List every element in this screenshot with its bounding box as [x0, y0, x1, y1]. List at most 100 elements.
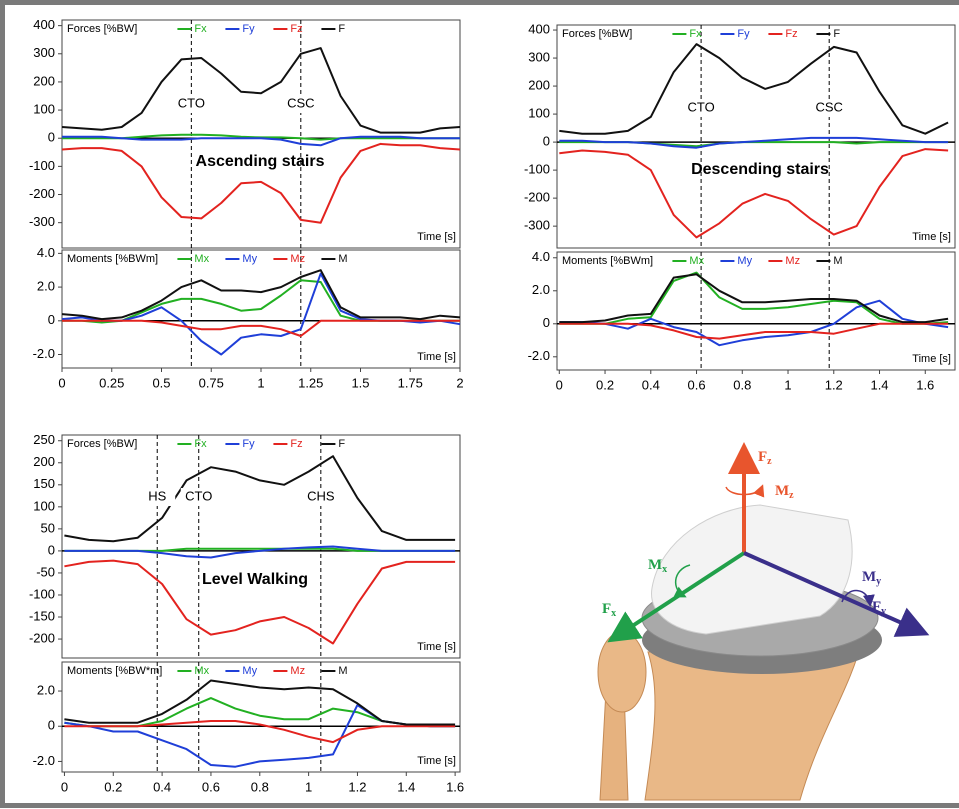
- y-tick-label: 200: [33, 454, 55, 469]
- y-tick-label: 2.0: [532, 282, 550, 297]
- force-label: Fx: [602, 601, 616, 619]
- y-tick-label: 2.0: [37, 682, 55, 697]
- y-tick-label: 300: [33, 45, 55, 60]
- legend-label: Mz: [290, 665, 305, 677]
- x-tick-label: 0.6: [687, 377, 705, 392]
- x-tick-label: 0.8: [251, 779, 269, 794]
- y-tick-label: 200: [33, 73, 55, 88]
- chart: FzMzMxFxMyFy 4003002001000-100-200-300CT…: [0, 0, 959, 809]
- x-tick-label: 1.75: [398, 375, 423, 390]
- knee-illustration: FzMzMxFxMyFy: [598, 449, 922, 800]
- x-tick-label: 0.2: [104, 779, 122, 794]
- label-main: M: [862, 569, 876, 585]
- x-tick-label: 0.5: [152, 375, 170, 390]
- x-axis-label: Time [s]: [912, 231, 951, 243]
- axis-title: Forces [%BW]: [562, 28, 632, 40]
- y-tick-label: -150: [29, 608, 55, 623]
- annotation: Ascending stairs: [196, 153, 325, 170]
- label-sub: x: [611, 608, 616, 619]
- y-tick-label: 100: [528, 106, 550, 121]
- label-main: F: [872, 599, 881, 615]
- y-tick-label: 0: [48, 130, 55, 145]
- axis-title: Forces [%BW]: [67, 23, 137, 35]
- legend-label: My: [242, 253, 257, 265]
- label-sub: y: [881, 606, 886, 617]
- x-tick-label: 1.25: [298, 375, 323, 390]
- y-tick-label: -200: [29, 186, 55, 201]
- force-label: Mz: [775, 483, 794, 501]
- annotation: Level Walking: [202, 571, 308, 588]
- label-sub: z: [767, 456, 772, 467]
- x-tick-label: 0: [61, 779, 68, 794]
- y-tick-label: -300: [29, 214, 55, 229]
- legend-label: Fz: [290, 438, 302, 450]
- y-tick-label: 4.0: [532, 249, 550, 264]
- x-tick-label: 1.6: [446, 779, 464, 794]
- x-tick-label: 1: [784, 377, 791, 392]
- legend-label: Mz: [785, 255, 800, 267]
- y-tick-label: 50: [41, 520, 55, 535]
- label-sub: z: [789, 490, 794, 501]
- y-tick-label: -2.0: [33, 753, 55, 768]
- axis-title: Moments [%BW*m]: [67, 665, 162, 677]
- y-tick-label: -2.0: [33, 346, 55, 361]
- y-tick-label: 0: [543, 315, 550, 330]
- x-tick-label: 0.2: [596, 377, 614, 392]
- label-main: F: [758, 449, 767, 465]
- legend-label: Fy: [242, 23, 255, 35]
- x-tick-label: 0.8: [733, 377, 751, 392]
- y-tick-label: -200: [29, 630, 55, 645]
- plot-frame: [557, 252, 955, 370]
- legend-label: Mx: [194, 665, 209, 677]
- y-tick-label: -2.0: [528, 348, 550, 363]
- x-axis-label: Time [s]: [417, 755, 456, 767]
- y-tick-label: 0: [48, 312, 55, 327]
- y-tick-label: 0: [48, 542, 55, 557]
- y-tick-label: 250: [33, 432, 55, 447]
- y-tick-label: -50: [36, 564, 55, 579]
- label-sub: x: [662, 564, 667, 575]
- legend-label: F: [833, 28, 840, 40]
- y-tick-label: 400: [33, 17, 55, 32]
- legend-label: Fz: [290, 23, 302, 35]
- y-tick-label: -100: [524, 162, 550, 177]
- label-main: M: [648, 557, 662, 573]
- y-tick-label: -100: [29, 158, 55, 173]
- label-main: M: [775, 483, 789, 499]
- axis-title: Forces [%BW]: [67, 438, 137, 450]
- plot-frame: [62, 662, 460, 772]
- legend-label: My: [737, 255, 752, 267]
- plot-frame: [557, 25, 955, 248]
- figure: FzMzMxFxMyFy 4003002001000-100-200-300CT…: [0, 0, 959, 809]
- x-tick-label: 1.4: [870, 377, 888, 392]
- x-tick-label: 2: [456, 375, 463, 390]
- legend-label: Fy: [737, 28, 750, 40]
- x-tick-label: 0.4: [642, 377, 660, 392]
- x-tick-label: 0.25: [99, 375, 124, 390]
- y-tick-label: 100: [33, 102, 55, 117]
- y-tick-label: 0: [543, 134, 550, 149]
- event-label: CTO: [687, 99, 714, 114]
- x-tick-label: 0.4: [153, 779, 171, 794]
- x-tick-label: 1.6: [916, 377, 934, 392]
- x-tick-label: 0: [556, 377, 563, 392]
- axis-title: Moments [%BWm]: [562, 255, 653, 267]
- x-axis-label: Time [s]: [417, 231, 456, 243]
- x-tick-label: 1.2: [825, 377, 843, 392]
- y-tick-label: 100: [33, 498, 55, 513]
- force-label: Fz: [758, 449, 772, 467]
- y-tick-label: -200: [524, 190, 550, 205]
- y-tick-label: 300: [528, 49, 550, 64]
- event-label: CHS: [307, 488, 335, 503]
- label-main: F: [602, 601, 611, 617]
- legend-label: Fx: [689, 28, 702, 40]
- legend-label: F: [338, 23, 345, 35]
- event-label: CTO: [185, 488, 212, 503]
- y-tick-label: 150: [33, 476, 55, 491]
- legend-label: Fy: [242, 438, 255, 450]
- legend-label: Mz: [290, 253, 305, 265]
- y-tick-label: 0: [48, 718, 55, 733]
- annotation: Descending stairs: [691, 161, 829, 178]
- legend-label: F: [338, 438, 345, 450]
- y-tick-label: 200: [528, 78, 550, 93]
